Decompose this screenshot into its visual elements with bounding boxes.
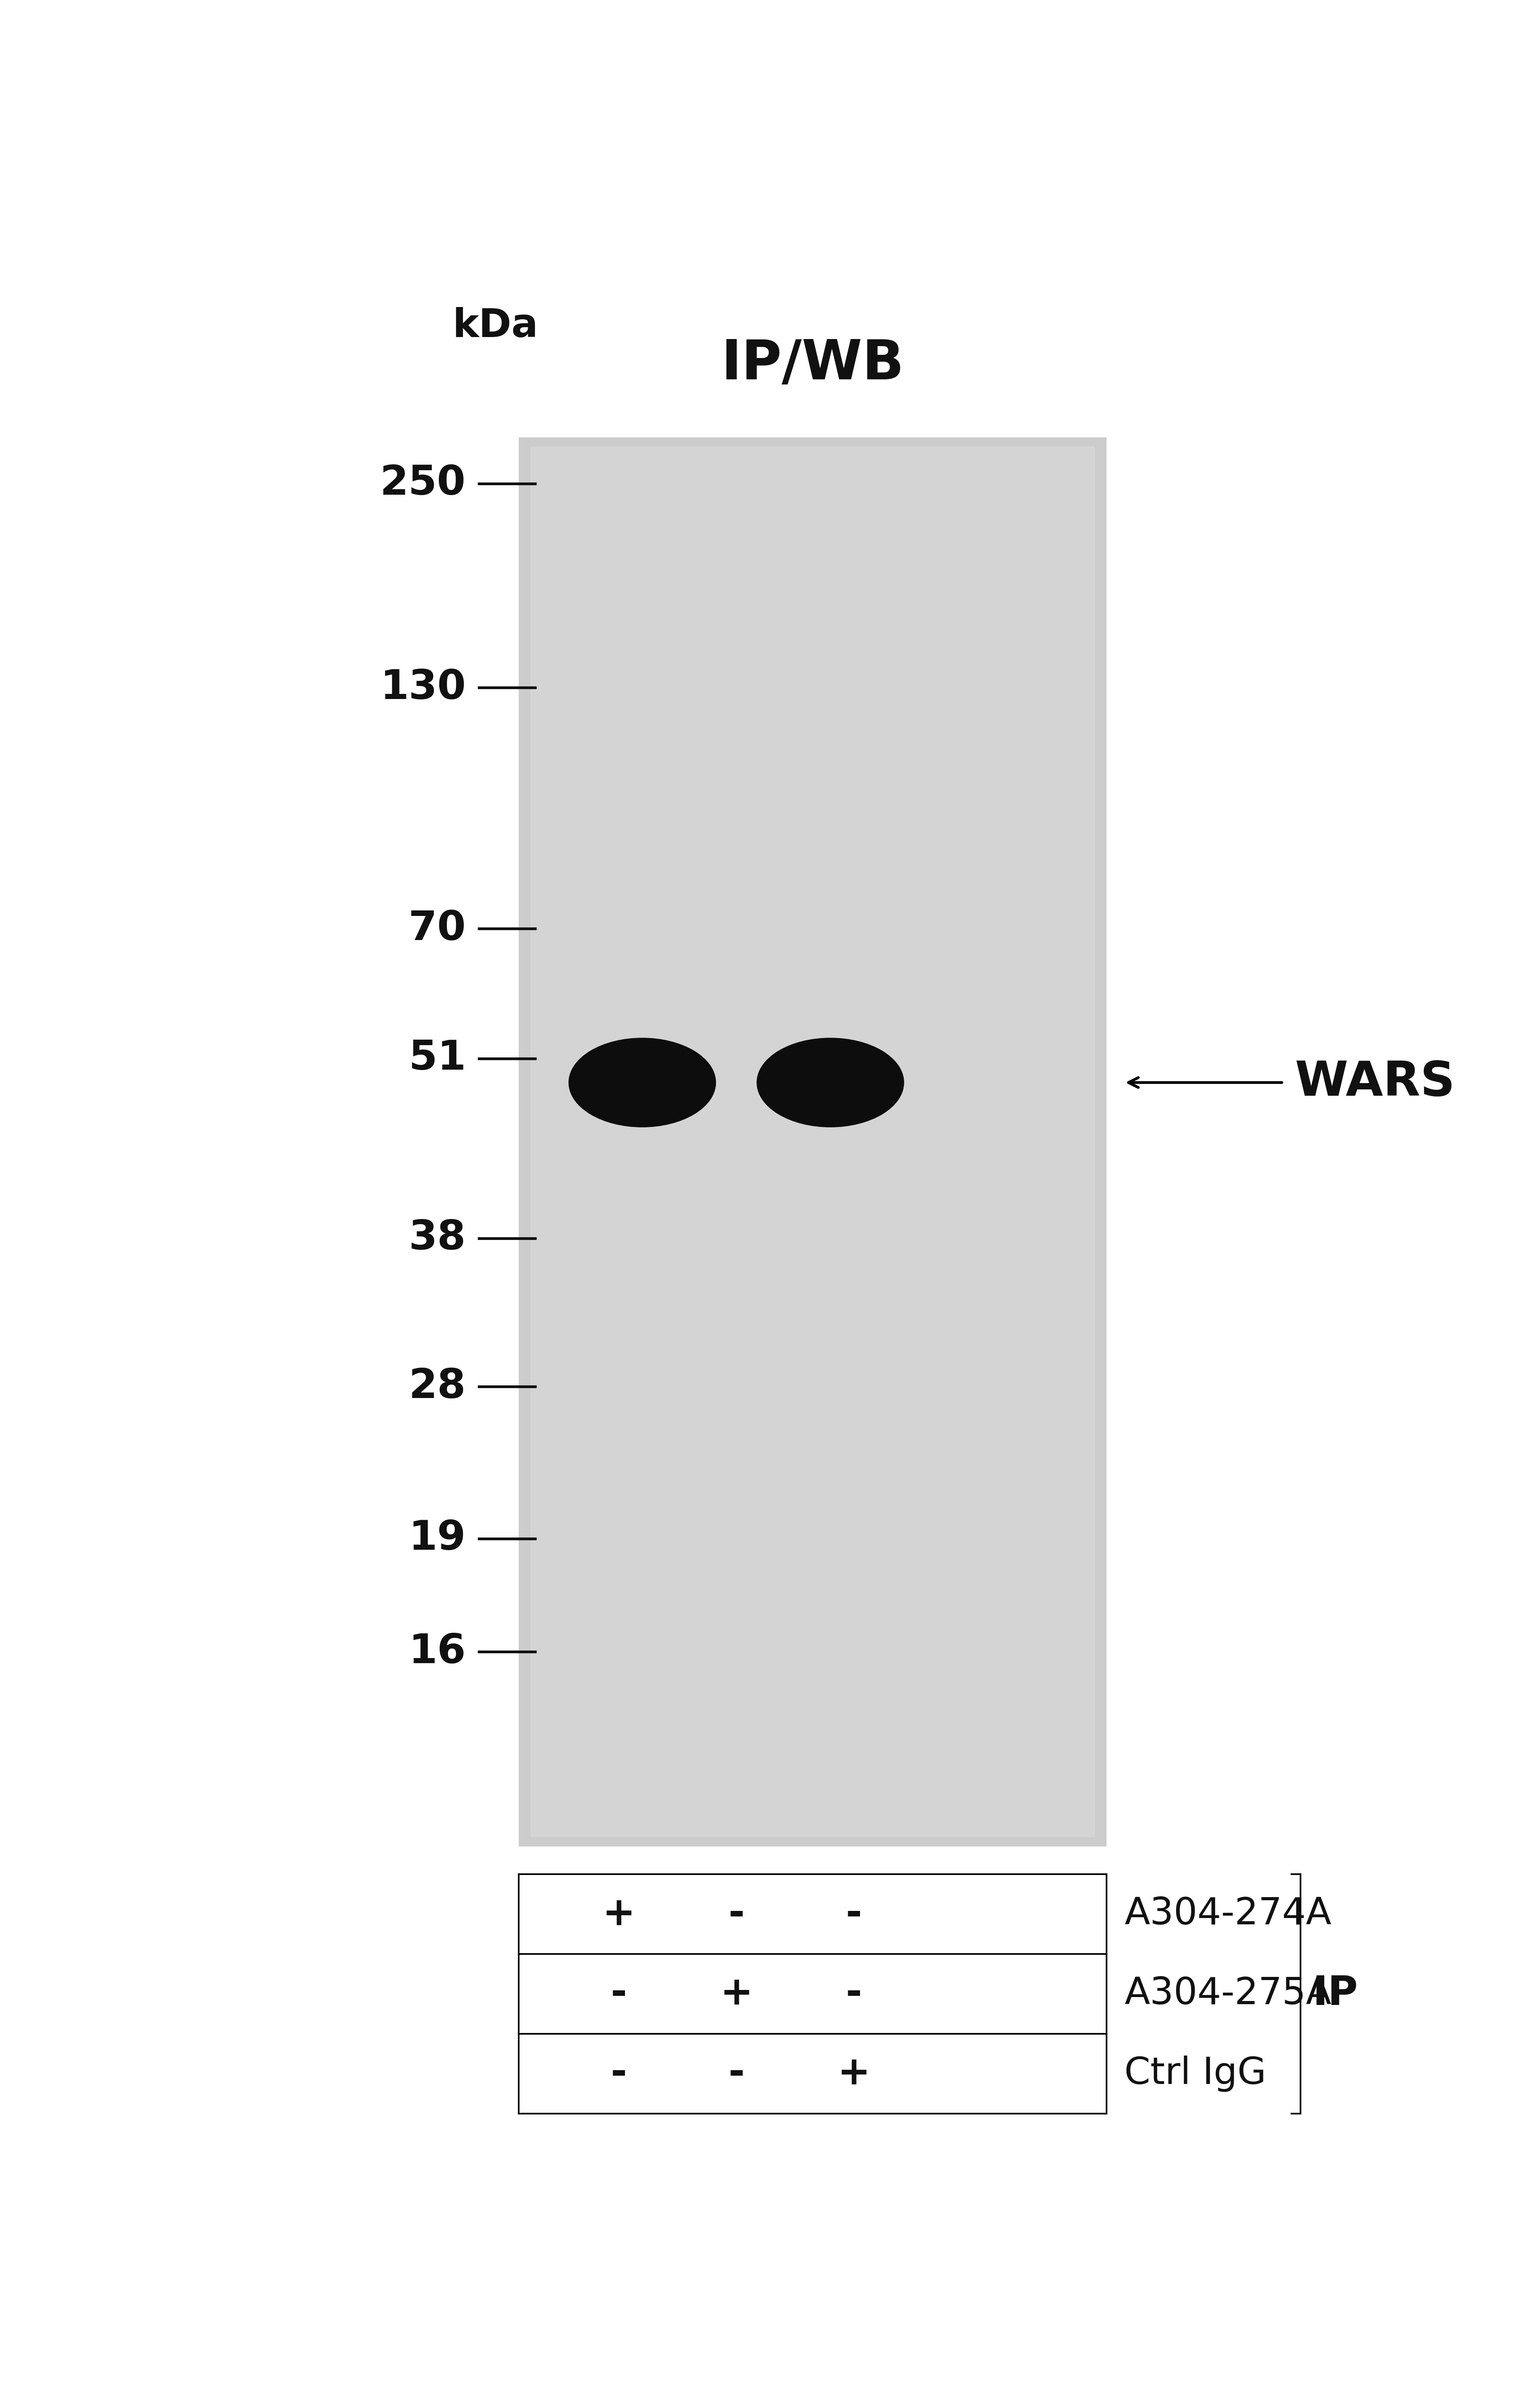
Text: 19: 19 — [408, 1519, 466, 1558]
Text: A304-274A: A304-274A — [1124, 1895, 1332, 1931]
FancyBboxPatch shape — [519, 438, 1107, 1847]
Text: 51: 51 — [408, 1038, 466, 1079]
Text: 28: 28 — [408, 1368, 466, 1406]
Text: 70: 70 — [408, 908, 466, 949]
Text: -: - — [728, 1895, 745, 1934]
Text: 130: 130 — [381, 667, 466, 708]
Text: 16: 16 — [408, 1633, 466, 1671]
Text: IP/WB: IP/WB — [721, 337, 904, 390]
Text: -: - — [845, 1895, 862, 1934]
Text: Ctrl IgG: Ctrl IgG — [1124, 2056, 1267, 2093]
FancyBboxPatch shape — [531, 445, 1095, 1837]
Text: 38: 38 — [408, 1218, 466, 1259]
Text: +: + — [602, 1895, 636, 1934]
Text: -: - — [845, 1975, 862, 2013]
Ellipse shape — [569, 1038, 716, 1127]
Text: A304-275A: A304-275A — [1124, 1975, 1332, 2013]
Text: -: - — [610, 2054, 627, 2093]
Text: +: + — [719, 1975, 752, 2013]
Text: 250: 250 — [381, 465, 466, 503]
Text: IP: IP — [1312, 1975, 1358, 2013]
Text: WARS: WARS — [1296, 1060, 1455, 1105]
Text: +: + — [837, 2054, 871, 2093]
Text: -: - — [610, 1975, 627, 2013]
Text: -: - — [728, 2054, 745, 2093]
Ellipse shape — [757, 1038, 904, 1127]
Text: kDa: kDa — [452, 306, 539, 344]
